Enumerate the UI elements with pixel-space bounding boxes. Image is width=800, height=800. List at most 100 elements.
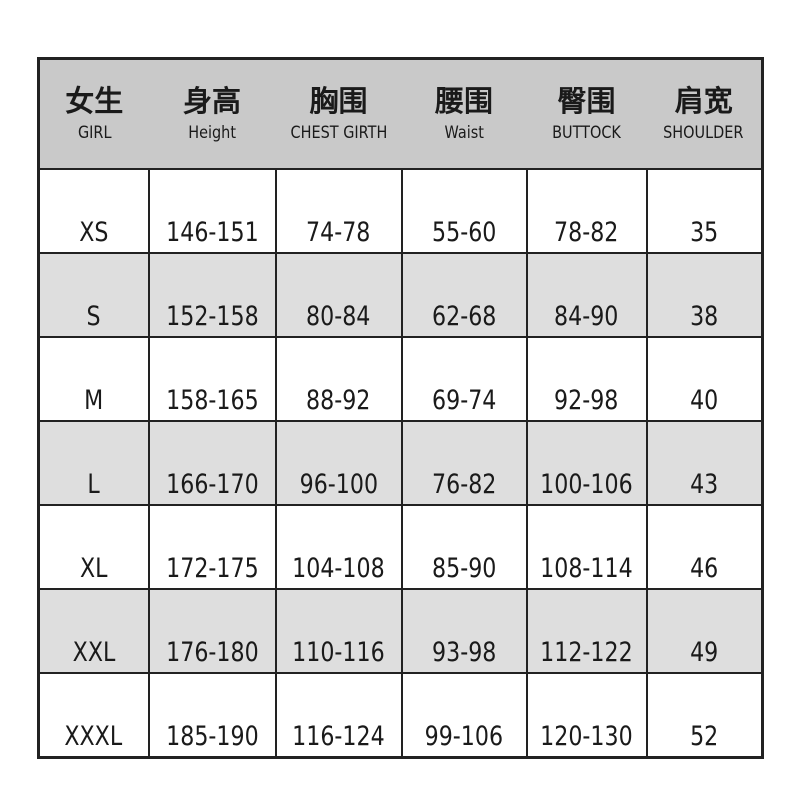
cell-value: 78-82: [554, 217, 619, 248]
cell-value: 38: [690, 301, 719, 332]
cell-shoulder: 38: [645, 252, 764, 338]
cell-buttock: 100-106: [525, 420, 648, 506]
cell-buttock: 84-90: [525, 252, 648, 338]
cell-value: 152-158: [165, 301, 259, 332]
cell-value: S: [86, 301, 101, 332]
cell-girl: XXXL: [37, 672, 150, 759]
cell-height: 158-165: [147, 336, 277, 422]
cell-value: 110-116: [292, 637, 385, 668]
cell-shoulder: 40: [645, 336, 764, 422]
cell-waist: 76-82: [400, 420, 528, 506]
cell-height: 166-170: [147, 420, 277, 506]
cell-value: 35: [690, 217, 719, 248]
cell-buttock: 112-122: [525, 588, 648, 674]
header-shoulder: 肩宽 SHOULDER: [646, 57, 763, 170]
table-row: XXXL 185-190 116-124 99-106 120-130 52: [37, 672, 764, 759]
cell-value: 55-60: [431, 217, 497, 248]
cell-girl: L: [37, 420, 150, 506]
header-en: BUTTOCK: [552, 123, 621, 143]
table-row: M 158-165 88-92 69-74 92-98 40: [37, 336, 764, 422]
cell-chest-girth: 80-84: [274, 252, 403, 338]
cell-value: 158-165: [165, 385, 259, 416]
cell-value: 52: [690, 721, 719, 752]
cell-chest-girth: 96-100: [274, 420, 403, 506]
table-row: L 166-170 96-100 76-82 100-106 43: [37, 420, 764, 506]
table-row: XS 146-151 74-78 55-60 78-82 35: [37, 168, 764, 254]
cell-value: 104-108: [292, 553, 385, 584]
cell-value: 116-124: [292, 721, 385, 752]
cell-girl: S: [37, 252, 150, 338]
header-en: CHEST GIRTH: [290, 123, 387, 143]
cell-value: 80-84: [306, 301, 371, 332]
cell-waist: 69-74: [400, 336, 528, 422]
cell-girl: XXL: [37, 588, 150, 674]
cell-height: 152-158: [147, 252, 277, 338]
cell-value: 146-151: [165, 217, 259, 248]
header-en: Height: [188, 123, 236, 143]
cell-height: 176-180: [147, 588, 277, 674]
header-height: 身高 Height: [148, 57, 276, 170]
cell-waist: 93-98: [400, 588, 528, 674]
header-en: GIRL: [77, 123, 112, 143]
cell-value: 112-122: [540, 637, 633, 668]
cell-value: 96-100: [299, 469, 378, 500]
cell-value: 120-130: [540, 721, 633, 752]
cell-value: 166-170: [165, 469, 259, 500]
cell-chest-girth: 110-116: [274, 588, 403, 674]
cell-value: 108-114: [540, 553, 633, 584]
header-chest-girth: 胸围 CHEST GIRTH: [275, 57, 402, 170]
cell-value: 99-106: [424, 721, 504, 752]
cell-shoulder: 52: [645, 672, 764, 759]
cell-shoulder: 43: [645, 420, 764, 506]
header-buttock: 臀围 BUTTOCK: [526, 57, 647, 170]
cell-value: 43: [690, 469, 719, 500]
table-row: XXL 176-180 110-116 93-98 112-122 49: [37, 588, 764, 674]
cell-buttock: 120-130: [525, 672, 648, 759]
header-zh: 腰围: [434, 84, 493, 118]
cell-girl: XL: [37, 504, 150, 590]
cell-value: 76-82: [431, 469, 497, 500]
cell-shoulder: 35: [645, 168, 764, 254]
table-row: S 152-158 80-84 62-68 84-90 38: [37, 252, 764, 338]
header-waist: 腰围 Waist: [401, 57, 527, 170]
cell-chest-girth: 74-78: [274, 168, 403, 254]
cell-buttock: 78-82: [525, 168, 648, 254]
cell-value: 172-175: [165, 553, 259, 584]
cell-waist: 85-90: [400, 504, 528, 590]
cell-waist: 62-68: [400, 252, 528, 338]
cell-value: 62-68: [431, 301, 497, 332]
cell-chest-girth: 104-108: [274, 504, 403, 590]
header-en: SHOULDER: [663, 123, 744, 143]
header-zh: 胸围: [309, 84, 368, 118]
cell-value: 93-98: [431, 637, 497, 668]
cell-height: 146-151: [147, 168, 277, 254]
cell-value: XXXL: [64, 721, 123, 752]
cell-girl: XS: [37, 168, 150, 254]
header-zh: 女生: [65, 84, 124, 118]
cell-value: XL: [79, 553, 108, 584]
header-zh: 身高: [182, 84, 241, 118]
header-zh: 臀围: [557, 84, 616, 118]
header-row: 女生 GIRL 身高 Height 胸围 CHEST GIRTH 腰围 Waist 臀围 BUTT…: [38, 57, 763, 170]
cell-value: 74-78: [306, 217, 371, 248]
cell-value: 100-106: [540, 469, 633, 500]
cell-value: 69-74: [431, 385, 497, 416]
cell-value: XS: [79, 217, 109, 248]
cell-chest-girth: 88-92: [274, 336, 403, 422]
cell-shoulder: 46: [645, 504, 764, 590]
cell-waist: 99-106: [400, 672, 528, 759]
header-en: Waist: [444, 123, 484, 143]
cell-value: 46: [690, 553, 719, 584]
cell-height: 185-190: [147, 672, 277, 759]
cell-waist: 55-60: [400, 168, 528, 254]
cell-value: L: [87, 469, 100, 500]
size-chart-table: 女生 GIRL 身高 Height 胸围 CHEST GIRTH 腰围 Waist 臀围 BUTT…: [37, 57, 764, 759]
cell-value: M: [84, 385, 104, 416]
table-row: XL 172-175 104-108 85-90 108-114 46: [37, 504, 764, 590]
cell-value: 85-90: [431, 553, 497, 584]
header-zh: 肩宽: [674, 84, 733, 118]
cell-value: 84-90: [554, 301, 619, 332]
cell-value: 40: [690, 385, 719, 416]
cell-value: 176-180: [165, 637, 259, 668]
cell-value: XXL: [72, 637, 116, 668]
